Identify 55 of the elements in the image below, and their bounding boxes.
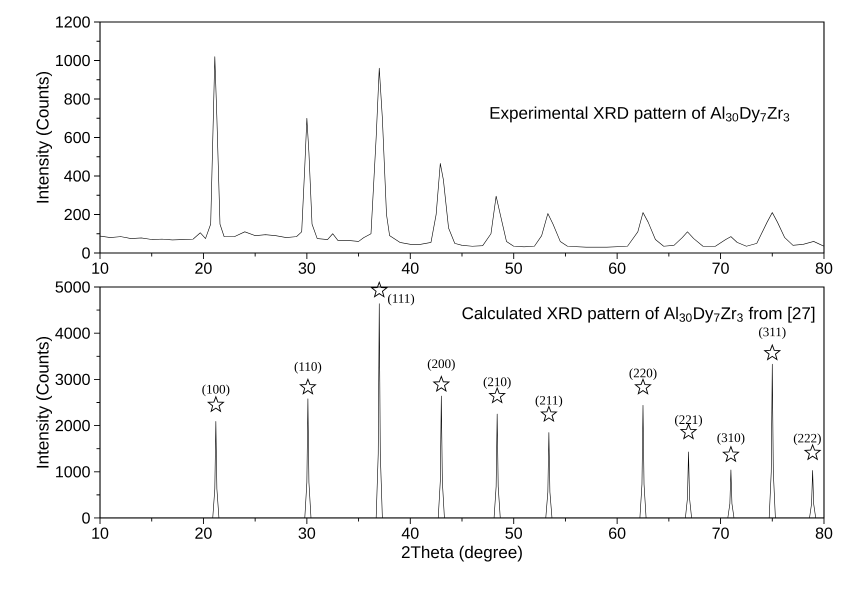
x-tick-label: 80 (816, 528, 832, 539)
annotation: Calculated XRD pattern of Al$_{30}$Dy$_{7}$Zr$_{3}$ from [27] (462, 306, 814, 323)
x-tick-label: 50 (505, 528, 522, 539)
annotation: (220) (629, 368, 657, 380)
x-tick-label: 10 (92, 528, 108, 539)
x-tick-label: 30 (298, 262, 316, 274)
y-tick-label: 400 (64, 170, 90, 182)
point (634, 378, 652, 394)
x-tick-label: 80 (816, 262, 832, 274)
annotation: (310) (717, 432, 744, 445)
y-tick-label: 1000 (56, 466, 90, 478)
annotation: (100) (202, 384, 230, 396)
point (371, 282, 388, 298)
point (804, 444, 821, 460)
y-tick-label: 2000 (56, 420, 90, 432)
annotation: (210) (484, 377, 511, 389)
x-tick-label: 40 (402, 262, 419, 274)
y-axis-title: Intensity (Counts) (36, 336, 52, 468)
annotation: (211) (536, 396, 562, 408)
point (433, 376, 450, 392)
annotation: (110) (294, 362, 322, 374)
y-tick-label: 5000 (56, 281, 90, 293)
x-tick-label: 50 (505, 262, 522, 274)
x-tick-label: 10 (92, 262, 108, 274)
y-tick-label: 200 (64, 208, 90, 220)
annotation: (311) (759, 327, 786, 339)
x-tick-label: 40 (402, 528, 419, 539)
x-tick-label: 60 (609, 528, 626, 539)
annotation: (222) (794, 433, 821, 446)
point (722, 446, 739, 462)
y-tick-label: 4000 (55, 328, 90, 339)
annotation: (221) (674, 414, 702, 427)
x-tick-label: 20 (195, 262, 212, 274)
annotation: Experimental XRD pattern of Al$_{30}$Dy$_{7}$Zr$_{3}$ (490, 106, 790, 122)
y-axis-title: Intensity (Counts) (36, 72, 52, 203)
y-tick-label: 1000 (56, 54, 90, 66)
point (300, 378, 316, 394)
y-tick-label: 800 (64, 93, 90, 105)
point (208, 396, 224, 412)
point (540, 406, 557, 422)
point (764, 344, 780, 360)
y-tick-label: 0 (82, 512, 90, 524)
x-tick-label: 70 (712, 528, 729, 539)
x-tick-label: 70 (712, 262, 729, 274)
x-tick-label: 60 (609, 262, 626, 274)
annotation: (200) (428, 359, 455, 371)
x-tick-label: 20 (195, 528, 212, 539)
point (489, 388, 506, 403)
x-tick-label: 30 (298, 528, 316, 539)
y-tick-label: 1200 (56, 16, 90, 28)
annotation: (111) (388, 294, 414, 306)
y-tick-label: 600 (64, 132, 90, 144)
y-tick-label: 3000 (55, 374, 90, 386)
x-axis-title: 2Theta (degree) (402, 546, 522, 562)
y-tick-label: 0 (82, 247, 90, 259)
